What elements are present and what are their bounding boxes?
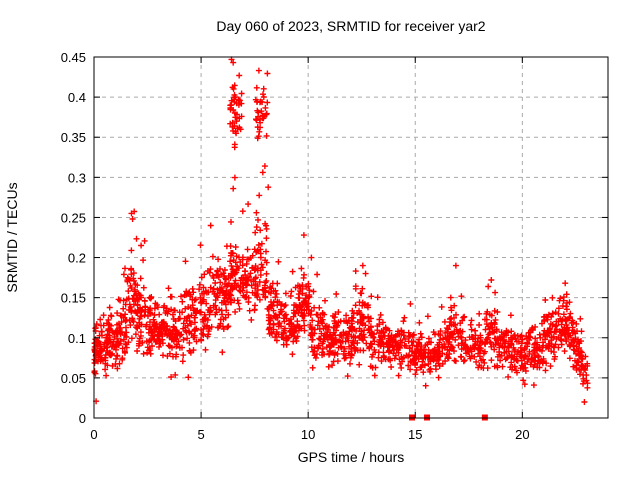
y-tick-label: 0.2	[68, 251, 86, 266]
x-axis-label: GPS time / hours	[298, 449, 405, 465]
y-tick-label: 0.15	[61, 291, 86, 306]
x-tick-label: 5	[197, 427, 204, 442]
y-tick-label: 0.1	[68, 331, 86, 346]
x-tick-label: 10	[301, 427, 315, 442]
x-tick-label: 0	[90, 427, 97, 442]
y-tick-label: 0	[79, 411, 86, 426]
x-tick-label: 15	[408, 427, 422, 442]
y-tick-label: 0.05	[61, 371, 86, 386]
scatter-points	[91, 56, 591, 405]
y-tick-label: 0.45	[61, 50, 86, 65]
y-tick-label: 0.25	[61, 210, 86, 225]
y-tick-label: 0.4	[68, 90, 86, 105]
chart-title: Day 060 of 2023, SRMTID for receiver yar…	[216, 18, 485, 34]
x-tick-label: 20	[515, 427, 529, 442]
y-tick-label: 0.35	[61, 130, 86, 145]
plot-border	[93, 56, 609, 419]
y-tick-label: 0.3	[68, 170, 86, 185]
y-axis-label: SRMTID / TECUs	[4, 182, 20, 292]
